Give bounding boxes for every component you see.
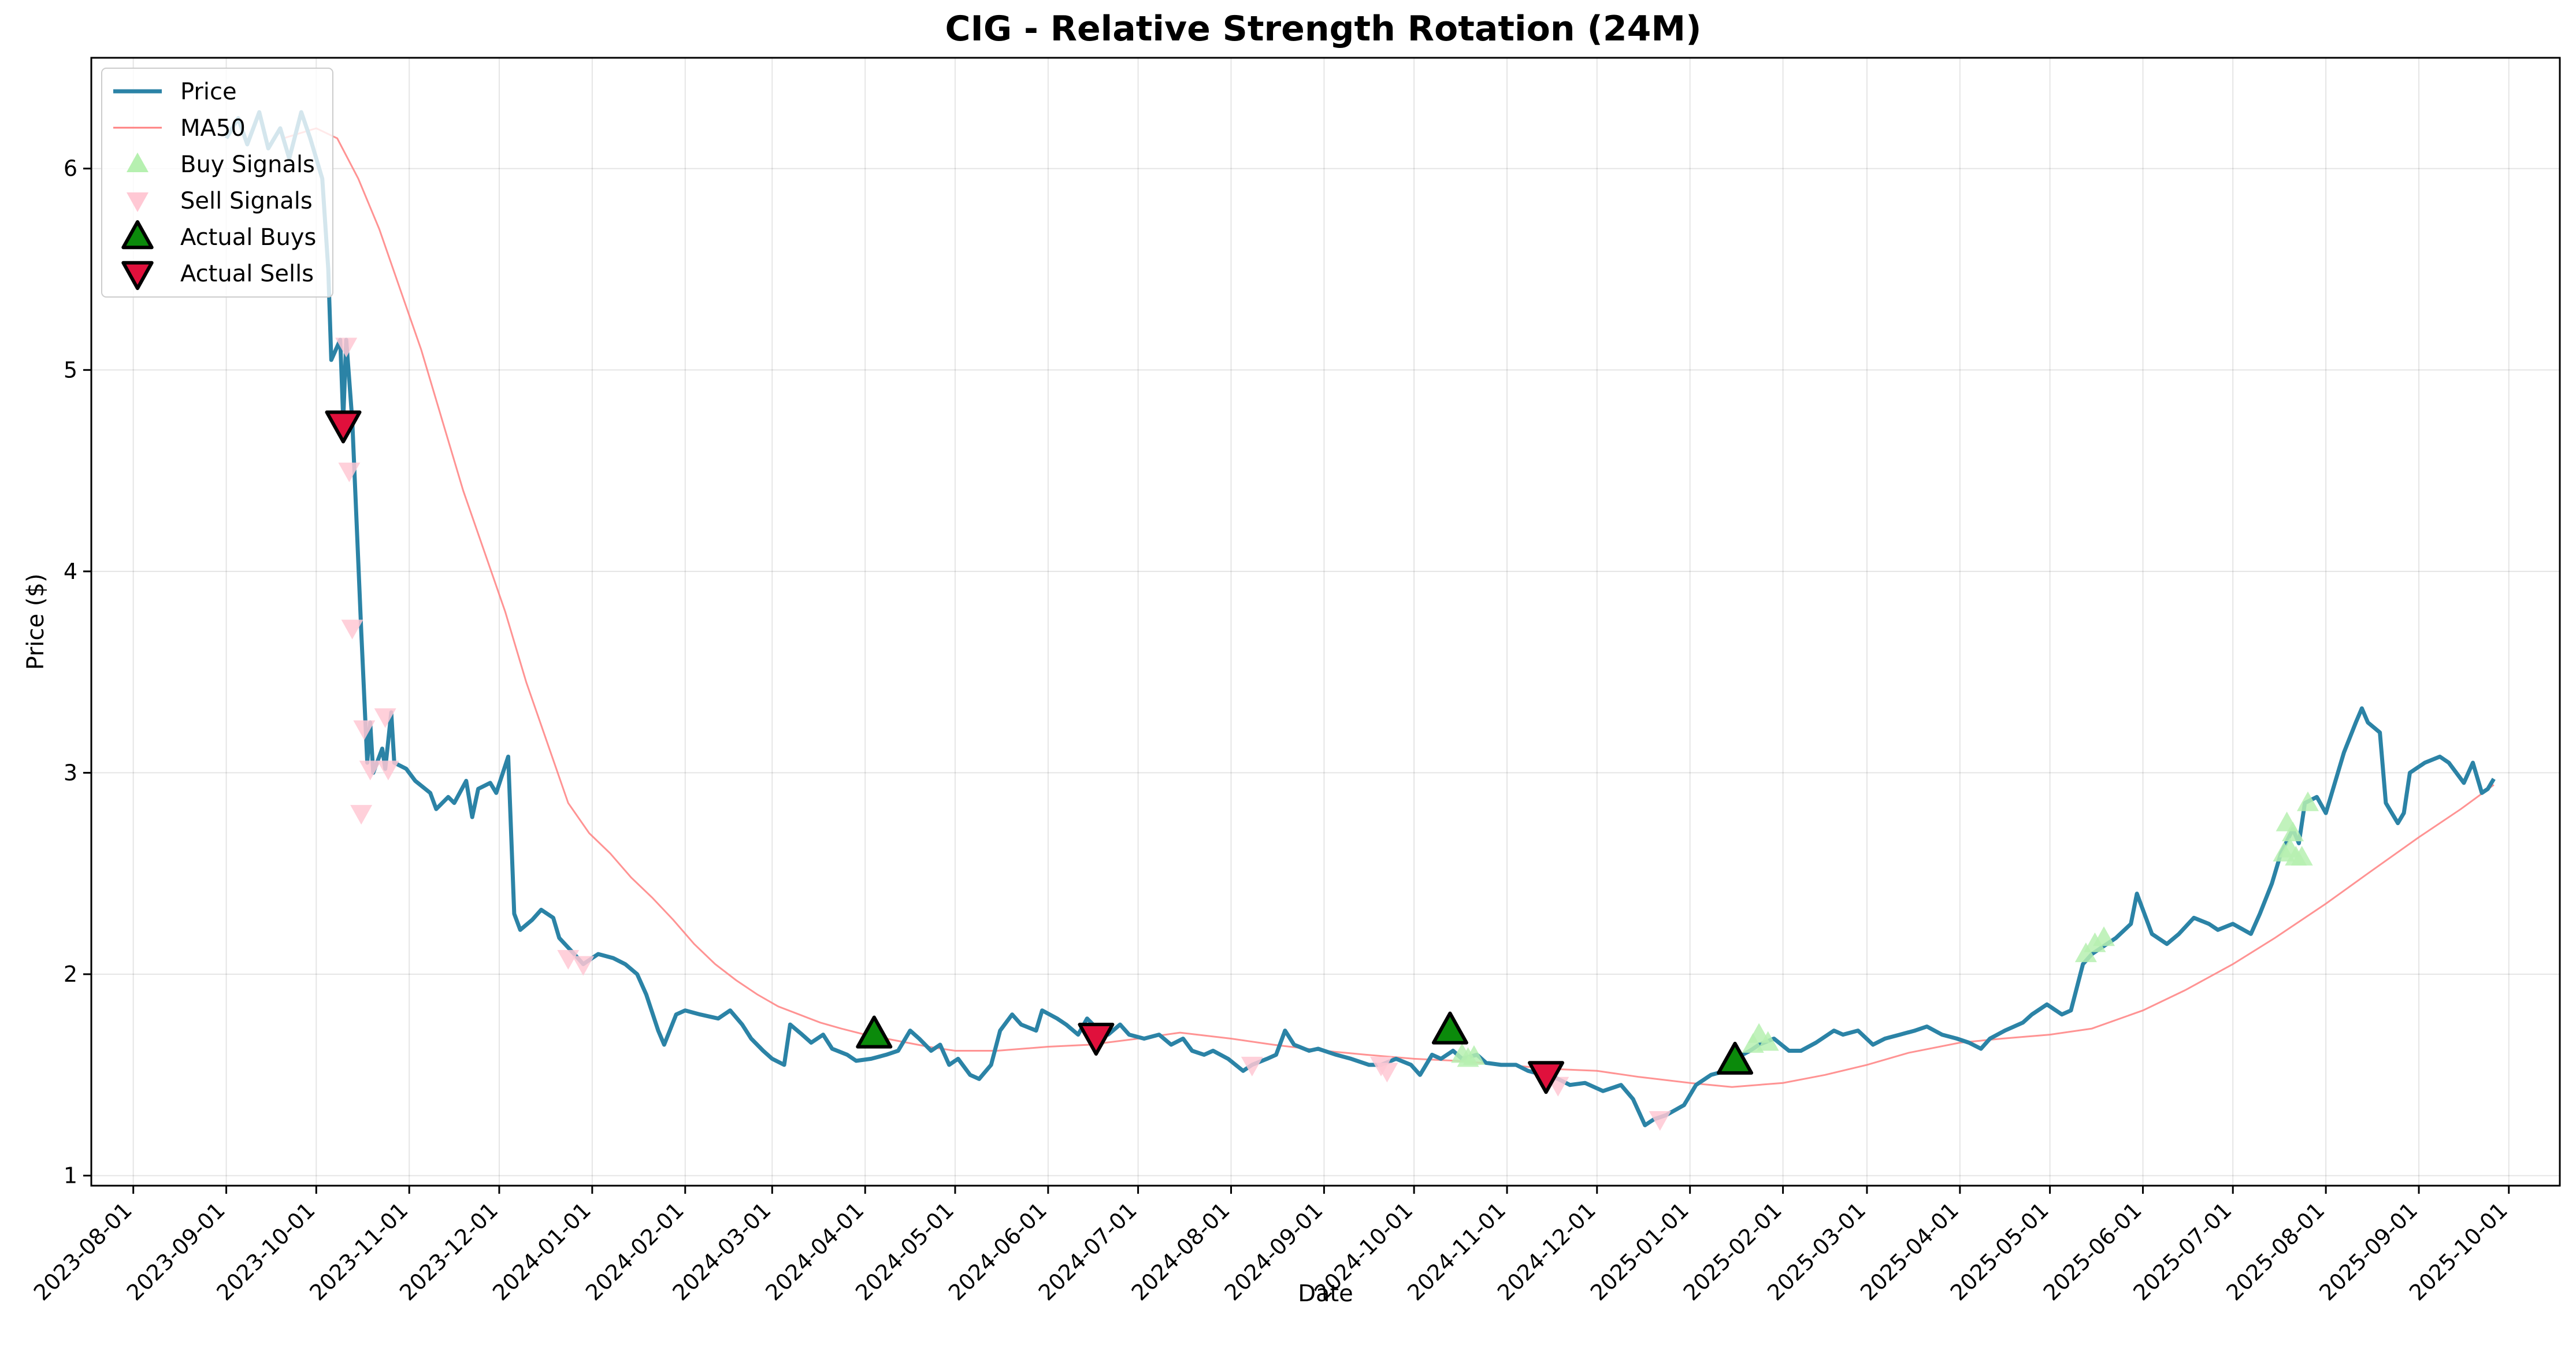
sell-signal-marker [1649, 1111, 1671, 1131]
legend-box [101, 68, 333, 298]
sell-signal-marker [377, 760, 399, 781]
actual-buy-marker [856, 1015, 893, 1049]
x-axis-label: Date [1298, 1280, 1353, 1307]
y-tick-label: 5 [64, 357, 77, 383]
legend-label: Actual Buys [180, 224, 316, 251]
legend: Price MA50 Buy Signals Sell Signals Actual B… [101, 68, 333, 298]
sell-signal-marker [353, 720, 376, 740]
sell-signal-marker [1376, 1063, 1398, 1083]
buy-signal-marker [1463, 1045, 1485, 1065]
legend-label: Buy Signals [180, 151, 315, 178]
legend-label: MA50 [180, 115, 246, 142]
actual-sell-marker [325, 410, 362, 444]
buy-signal-marker [2084, 932, 2106, 952]
legend-sell-signal-swatch [127, 192, 149, 212]
legend-label: Actual Sells [180, 261, 314, 287]
actual-buy-marker [1431, 1011, 1468, 1045]
buy-signal-marker [1757, 1031, 1779, 1051]
chart-title: CIG - Relative Strength Rotation (24M) [945, 9, 1701, 49]
y-tick-label: 1 [64, 1163, 77, 1189]
sell-signal-marker [1241, 1056, 1263, 1076]
y-tick-label: 2 [64, 961, 77, 987]
buy-signal-marker [2093, 926, 2115, 946]
buy-signal-marker [2296, 791, 2319, 811]
legend-label: Sell Signals [180, 188, 313, 214]
buy-signal-marker [1742, 1033, 1764, 1053]
grid-lines [91, 58, 2560, 1186]
y-axis-ticks: 1 2 3 4 5 6 [64, 156, 91, 1189]
buy-signal-marker [2291, 845, 2313, 866]
legend-actual-buy-swatch [121, 220, 154, 250]
legend-actual-sell-swatch [121, 261, 154, 290]
signal-markers [325, 337, 2319, 1131]
buy-signal-marker [2282, 822, 2304, 841]
plot-frame [90, 57, 2561, 1187]
y-tick-label: 3 [64, 760, 77, 785]
y-axis-label: Price ($) [23, 574, 49, 670]
legend-label: Price [180, 79, 237, 105]
sell-signal-marker [572, 956, 595, 976]
actual-sell-marker [1528, 1061, 1565, 1094]
y-tick-label: 6 [64, 156, 77, 181]
buy-signal-marker [2074, 942, 2097, 963]
sell-signal-marker [374, 708, 396, 728]
y-tick-label: 4 [64, 559, 77, 584]
sell-signal-marker [350, 805, 373, 825]
legend-buy-signal-swatch [127, 153, 149, 172]
actual-buy-marker [1717, 1041, 1754, 1075]
actual-sell-marker [1078, 1023, 1115, 1056]
sell-signal-marker [338, 462, 361, 482]
sell-signal-marker [341, 619, 363, 640]
sell-signal-marker [359, 760, 381, 781]
ma50-line [283, 127, 2495, 1088]
sell-signal-marker [335, 337, 358, 358]
sell-signal-marker [557, 950, 580, 970]
